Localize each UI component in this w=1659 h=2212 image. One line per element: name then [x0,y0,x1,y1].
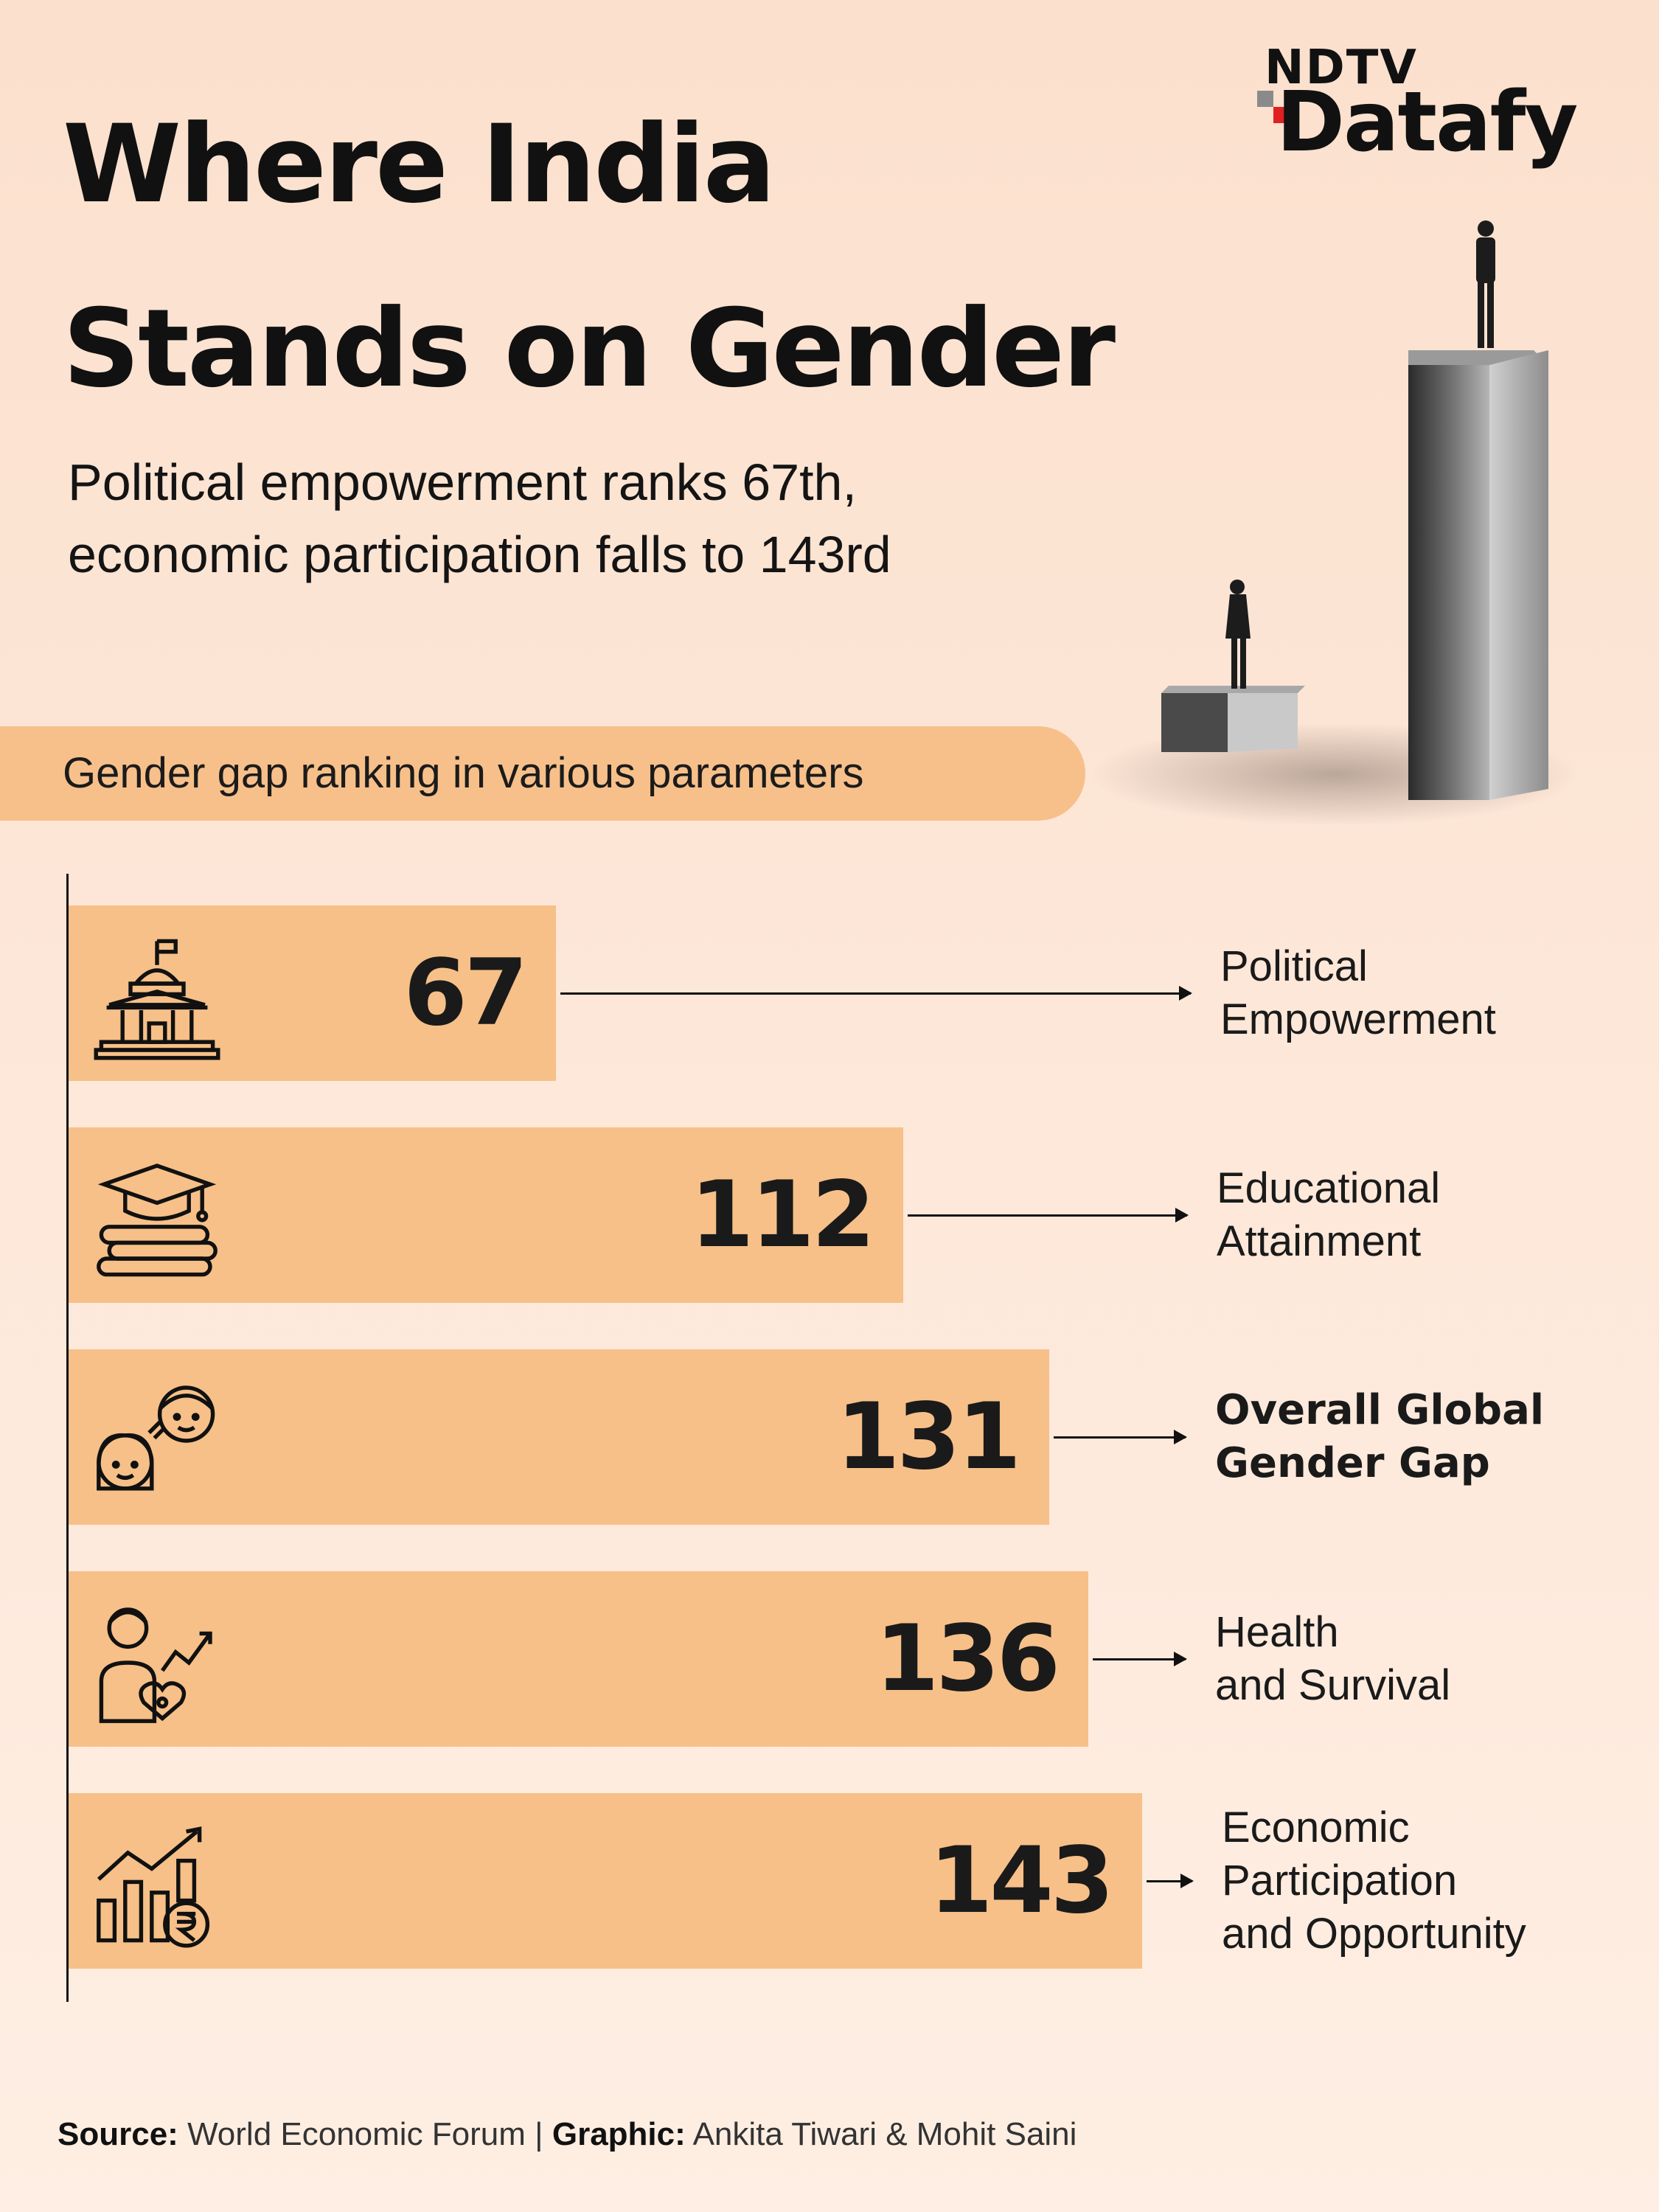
category-label-line: Overall Global [1215,1386,1545,1434]
title-line-2: Stands on Gender [63,286,1116,411]
logo-ndtv-text: NDTV [1265,41,1418,95]
bar-value-label: 143 [929,1828,1114,1934]
category-label: Health and Survival [1215,1606,1450,1712]
graphic-value: Ankita Tiwari & Mohit Saini [692,2116,1077,2152]
bar: 136 [69,1571,1088,1747]
source-value: World Economic Forum [187,2116,526,2152]
connector-arrow [1093,1652,1187,1666]
chart-axis-line [66,874,69,2002]
category-label: Overall Global Gender Gap [1215,1384,1544,1490]
section-label-pill: Gender gap ranking in various parameters [0,726,1085,821]
category-label-line: Economic [1222,1804,1410,1851]
bar: 112 [69,1127,903,1303]
category-label-line: and Survival [1215,1661,1451,1709]
footer-separator: | [535,2116,543,2152]
bar-value-label: 67 [403,940,528,1046]
category-label-line: Gender Gap [1215,1439,1490,1487]
category-label-line: Attainment [1217,1217,1422,1265]
bar: 67 [69,905,556,1081]
connector-arrow [908,1208,1189,1222]
bar: 131 [69,1349,1049,1525]
category-label-line: Participation [1222,1857,1458,1905]
title-line-1: Where India [63,102,776,227]
connector-arrow [560,986,1192,1001]
subtitle: Political empowerment ranks 67th, econom… [68,446,1174,591]
logo-datafy-text: Datafy [1276,74,1578,170]
bar-chart-rupee-icon [91,1818,223,1951]
person-heart-icon [91,1596,223,1729]
bar-value-label: 136 [875,1606,1060,1712]
source-label: Source: [58,2116,178,2152]
category-label: Economic Participation and Opportunity [1222,1801,1526,1961]
girl-boy-faces-icon [91,1374,223,1507]
government-building-icon [91,931,223,1063]
footer-credits: Source: World Economic Forum | Graphic: … [58,2116,1077,2153]
subtitle-line-2: economic participation falls to 143rd [68,526,891,583]
category-label-line: Empowerment [1220,995,1496,1043]
bar-value-label: 131 [836,1384,1021,1490]
category-label-line: Educational [1217,1164,1441,1212]
connector-arrow [1054,1430,1187,1444]
connector-arrow [1147,1874,1194,1888]
bar: 143 [69,1793,1142,1969]
category-label-line: Political [1220,942,1368,990]
logo-grey-square [1257,91,1273,107]
graphic-label: Graphic: [552,2116,686,2152]
category-label-line: and Opportunity [1222,1910,1526,1958]
section-label: Gender gap ranking in various parameters [63,749,864,797]
category-label: Political Empowerment [1220,940,1496,1046]
graduation-cap-books-icon [91,1152,223,1285]
ndtv-datafy-logo: NDTV Datafy [1257,41,1604,188]
pedestals-illustration [1091,220,1578,826]
category-label: Educational Attainment [1217,1162,1440,1268]
category-label-line: Health [1215,1608,1339,1656]
bar-value-label: 112 [690,1162,875,1268]
subtitle-line-1: Political empowerment ranks 67th, [68,453,857,511]
logo-red-square [1273,107,1290,123]
